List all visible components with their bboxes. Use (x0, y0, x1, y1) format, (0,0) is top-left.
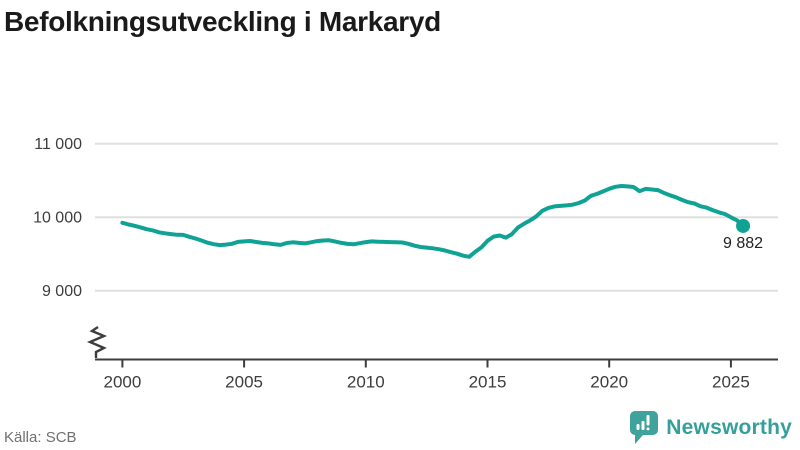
series-end-dot (736, 218, 751, 233)
newsworthy-chart-bubble-icon (630, 411, 659, 444)
newsworthy-wordmark: Newsworthy (666, 415, 792, 439)
x-axis-tick-label: 2020 (590, 373, 628, 392)
y-axis-tick-label: 10 000 (33, 209, 82, 226)
series-end-value-label: 9 882 (723, 235, 763, 252)
newsworthy-logo: Newsworthy (630, 411, 792, 444)
y-axis-tick-label: 9 000 (42, 283, 82, 300)
x-axis-tick-label: 2015 (469, 373, 507, 392)
page-title: Befolkningsutveckling i Markaryd (4, 6, 441, 37)
x-axis-tick-label: 2005 (225, 373, 263, 392)
x-axis-tick-label: 2000 (103, 373, 141, 392)
x-axis-tick-label: 2010 (347, 373, 385, 392)
axis-break-icon (86, 326, 108, 358)
population-series-line (120, 184, 746, 259)
y-axis-tick-label: 11 000 (34, 136, 82, 153)
source-attribution: Källa: SCB (4, 429, 77, 446)
x-axis-tick-label: 2025 (712, 373, 750, 392)
